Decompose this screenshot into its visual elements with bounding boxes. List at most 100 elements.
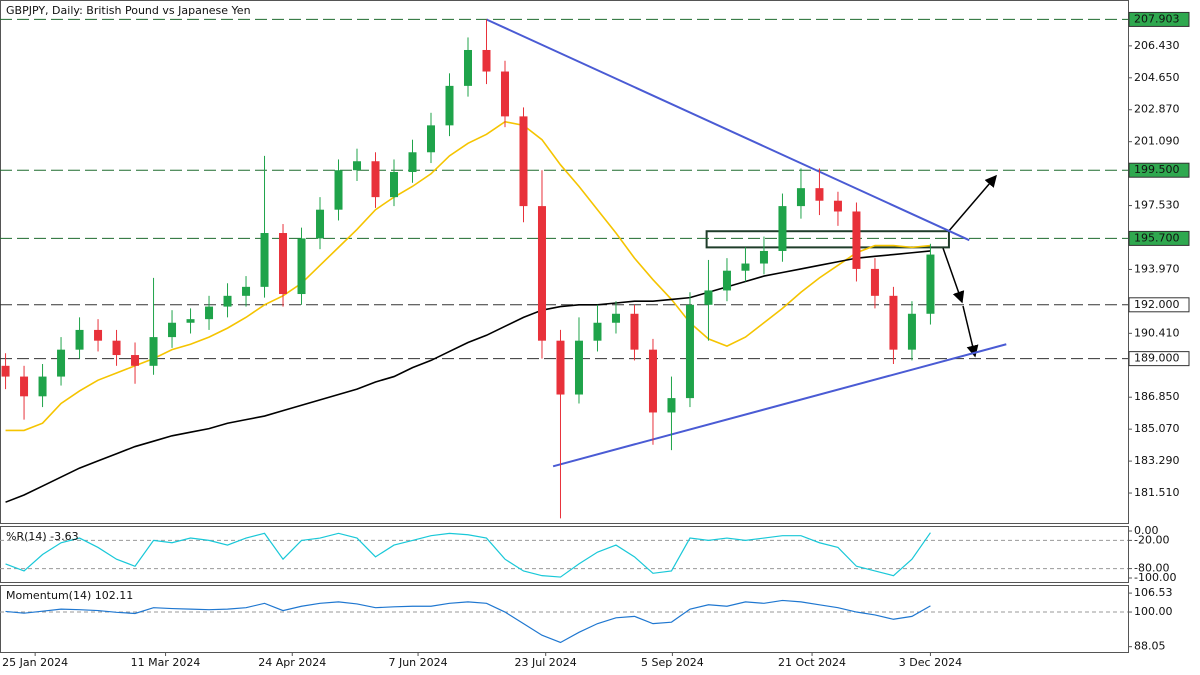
candle-body bbox=[316, 209, 325, 239]
candle-body bbox=[722, 270, 731, 291]
x-tick-label: 3 Dec 2024 bbox=[899, 656, 962, 669]
x-tick-label: 23 Jul 2024 bbox=[515, 656, 577, 669]
y-tick-label: 204.650 bbox=[1134, 71, 1180, 84]
candle-body bbox=[390, 172, 399, 198]
chart-title: GBPJPY, Daily: British Pound vs Japanese… bbox=[6, 4, 251, 17]
indicator-title: %R(14) -3.63 bbox=[6, 530, 79, 543]
y-tick-label: 190.410 bbox=[1134, 326, 1180, 339]
y-tick-label: 206.430 bbox=[1134, 39, 1180, 52]
candle-body bbox=[463, 49, 472, 86]
trendline bbox=[486, 18, 970, 242]
candle-body bbox=[57, 349, 66, 377]
candle-body bbox=[759, 250, 768, 264]
y-tick-label: -100.00 bbox=[1134, 571, 1176, 584]
candle-body bbox=[445, 85, 454, 126]
y-tick-label: 106.53 bbox=[1134, 586, 1173, 599]
candle-body bbox=[852, 211, 861, 269]
candle-body bbox=[205, 306, 214, 320]
y-tick-label: 100.00 bbox=[1134, 605, 1173, 618]
candle-body bbox=[667, 398, 676, 413]
candle-body bbox=[353, 161, 362, 171]
level-label: 207.903 bbox=[1134, 12, 1180, 25]
x-tick-label: 25 Jan 2024 bbox=[2, 656, 68, 669]
indicator-line bbox=[5, 599, 931, 644]
y-tick-label: -80.00 bbox=[1134, 562, 1169, 575]
y-tick-label: -20.00 bbox=[1134, 533, 1169, 546]
moving-average bbox=[5, 250, 931, 503]
candle-body bbox=[20, 376, 29, 397]
level-label-box bbox=[1128, 230, 1190, 246]
candle-body bbox=[1, 365, 10, 377]
candle-body bbox=[279, 233, 288, 295]
level-label-box bbox=[1128, 11, 1190, 27]
candle-body bbox=[556, 340, 565, 395]
candle-body bbox=[297, 238, 306, 295]
candle-body bbox=[870, 268, 879, 296]
x-tick-label: 7 Jun 2024 bbox=[388, 656, 447, 669]
wpr-panel bbox=[0, 526, 1129, 583]
x-tick-label: 21 Oct 2024 bbox=[778, 656, 846, 669]
y-tick-label: 201.090 bbox=[1134, 135, 1180, 148]
candle-body bbox=[833, 200, 842, 212]
candle-body bbox=[685, 304, 694, 399]
level-label: 195.700 bbox=[1134, 231, 1180, 244]
candle-body bbox=[131, 355, 140, 366]
momentum-panel bbox=[0, 585, 1129, 653]
level-label: 189.000 bbox=[1134, 352, 1180, 365]
level-label-box bbox=[1128, 297, 1190, 313]
y-tick-label: 185.070 bbox=[1134, 422, 1180, 435]
arrow bbox=[962, 305, 979, 358]
trendline bbox=[552, 343, 1007, 468]
indicator-title: Momentum(14) 102.11 bbox=[6, 589, 133, 602]
y-tick-label: 186.850 bbox=[1134, 390, 1180, 403]
candle-body bbox=[815, 188, 824, 201]
y-tick-label: 88.05 bbox=[1134, 640, 1166, 653]
indicator-line bbox=[5, 532, 931, 578]
candle-body bbox=[112, 340, 121, 356]
candle-body bbox=[149, 337, 158, 366]
candle-body bbox=[648, 349, 657, 413]
level-label-box bbox=[1128, 162, 1190, 178]
y-tick-label: 183.290 bbox=[1134, 454, 1180, 467]
candle-body bbox=[519, 116, 528, 207]
level-label-box bbox=[1128, 351, 1190, 367]
arrow bbox=[947, 174, 997, 233]
candle-body bbox=[38, 376, 47, 397]
level-label: 192.000 bbox=[1134, 298, 1180, 311]
candle-body bbox=[907, 313, 916, 350]
scenario-arrows bbox=[942, 174, 997, 358]
candle-body bbox=[778, 206, 787, 251]
candle-body bbox=[889, 295, 898, 350]
candle-body bbox=[242, 286, 251, 296]
candle-body bbox=[741, 263, 750, 271]
zone bbox=[705, 230, 950, 249]
candle-body bbox=[371, 161, 380, 198]
x-tick-label: 11 Mar 2024 bbox=[131, 656, 201, 669]
y-tick-label: 181.510 bbox=[1134, 486, 1180, 499]
candle-body bbox=[500, 71, 509, 117]
candle-body bbox=[168, 322, 177, 338]
y-tick-label: 197.530 bbox=[1134, 199, 1180, 212]
candle-body bbox=[427, 125, 436, 153]
moving-average bbox=[5, 120, 931, 432]
candle-body bbox=[611, 313, 620, 323]
y-tick-label: 0.00 bbox=[1134, 524, 1159, 537]
x-tick-label: 24 Apr 2024 bbox=[258, 656, 326, 669]
candle-body bbox=[630, 313, 639, 350]
candle-body bbox=[537, 206, 546, 341]
candle-body bbox=[926, 254, 935, 314]
level-label: 199.500 bbox=[1134, 163, 1180, 176]
candle-body bbox=[75, 329, 84, 350]
candle-body bbox=[482, 49, 491, 72]
candle-body bbox=[593, 322, 602, 341]
candle-body bbox=[574, 340, 583, 395]
arrow bbox=[942, 247, 965, 304]
candle-body bbox=[94, 329, 103, 341]
candle-body bbox=[186, 319, 195, 323]
candle-body bbox=[334, 170, 343, 210]
candle-body bbox=[796, 188, 805, 207]
candle-body bbox=[223, 295, 232, 307]
y-tick-label: 193.970 bbox=[1134, 262, 1180, 275]
candle-body bbox=[260, 233, 269, 287]
